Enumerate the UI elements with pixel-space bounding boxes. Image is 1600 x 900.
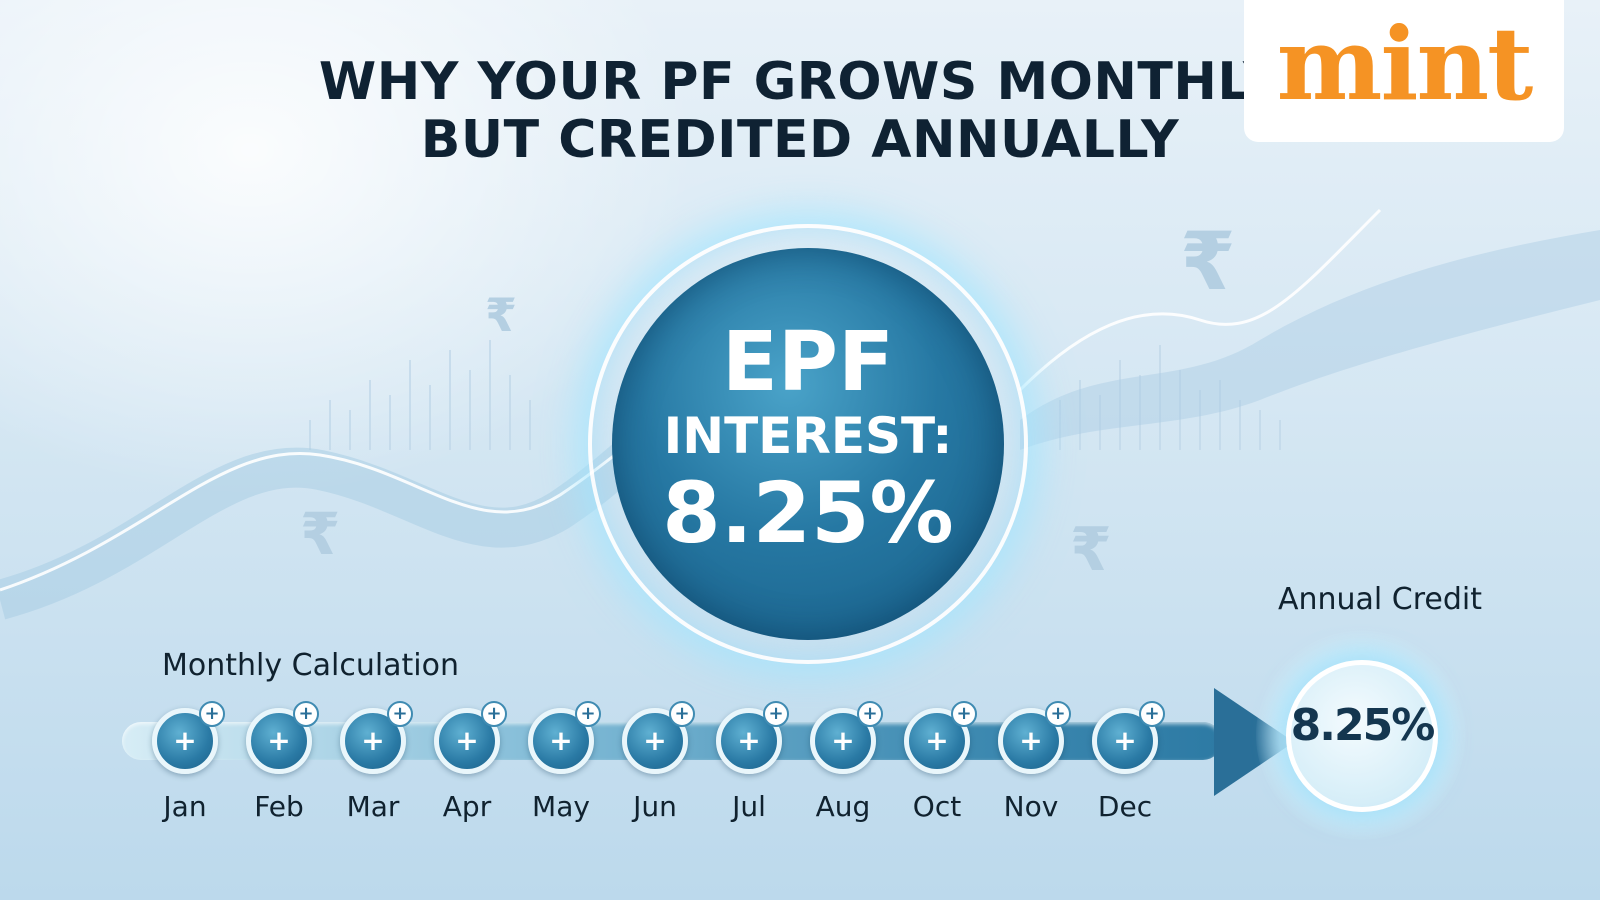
month-node: + + (340, 701, 413, 774)
plus-icon: + (267, 724, 291, 757)
month-node: + + (998, 701, 1071, 774)
plus-badge-icon: + (669, 701, 695, 727)
month-node: + + (434, 701, 507, 774)
month-label: Apr (442, 790, 492, 823)
month-node: + + (152, 701, 225, 774)
main-circle (612, 248, 1004, 640)
plus-icon: + (831, 724, 855, 757)
annual-credit-label: Annual Credit (1277, 582, 1483, 617)
plus-icon: + (1113, 724, 1137, 757)
rupee-icon: ₹ (1180, 215, 1236, 308)
center-subtitle: INTEREST: (663, 407, 953, 465)
plus-icon: + (1019, 724, 1043, 757)
wave-line-right (1018, 208, 1382, 392)
logo-text: mint (1276, 5, 1534, 123)
month-node: + + (622, 701, 695, 774)
plus-icon: + (737, 724, 761, 757)
center-title: EPF (721, 315, 895, 410)
month-node: + + (904, 701, 977, 774)
rupee-icon: ₹ (485, 288, 518, 342)
plus-icon: + (549, 724, 573, 757)
plus-badge-icon: + (199, 701, 225, 727)
month-label: May (532, 790, 590, 823)
center-rate: 8.25% (662, 464, 954, 562)
plus-badge-icon: + (763, 701, 789, 727)
plus-icon: + (173, 724, 197, 757)
plus-badge-icon: + (387, 701, 413, 727)
plus-badge-icon: + (575, 701, 601, 727)
background-bars (309, 340, 1281, 450)
rupee-icon: ₹ (1070, 515, 1112, 585)
month-node: + + (810, 701, 883, 774)
plus-badge-icon: + (951, 701, 977, 727)
title-line-2: BUT CREDITED ANNUALLY (420, 110, 1180, 170)
month-label: Dec (1097, 790, 1153, 823)
month-label: Nov (1003, 790, 1059, 823)
main-circle-ring (588, 224, 1028, 664)
plus-icon: + (455, 724, 479, 757)
rupee-icon: ₹ (300, 500, 341, 568)
monthly-calculation-label: Monthly Calculation (162, 648, 460, 683)
month-label: Mar (346, 790, 400, 823)
plus-badge-icon: + (1139, 701, 1165, 727)
annual-credit-circle (1286, 660, 1438, 812)
month-node: + + (1092, 701, 1165, 774)
plus-icon: + (643, 724, 667, 757)
title-line-1: WHY YOUR PF GROWS MONTHLY (318, 52, 1282, 112)
plus-badge-icon: + (293, 701, 319, 727)
month-node: + + (716, 701, 789, 774)
month-label: Aug (815, 790, 871, 823)
month-label: Oct (912, 790, 962, 823)
wave-band-right (1020, 230, 1600, 450)
month-label: Jul (732, 790, 766, 823)
plus-badge-icon: + (1045, 701, 1071, 727)
plus-icon: + (925, 724, 949, 757)
plus-badge-icon: + (857, 701, 883, 727)
annual-credit-value: 8.25% (1290, 700, 1436, 751)
plus-icon: + (361, 724, 385, 757)
month-node: + + (528, 701, 601, 774)
mint-logo: mint (1244, 0, 1564, 142)
month-node: + + (246, 701, 319, 774)
month-label: Feb (254, 790, 304, 823)
plus-badge-icon: + (481, 701, 507, 727)
month-label: Jan (163, 790, 207, 823)
month-label: Jun (633, 790, 677, 823)
